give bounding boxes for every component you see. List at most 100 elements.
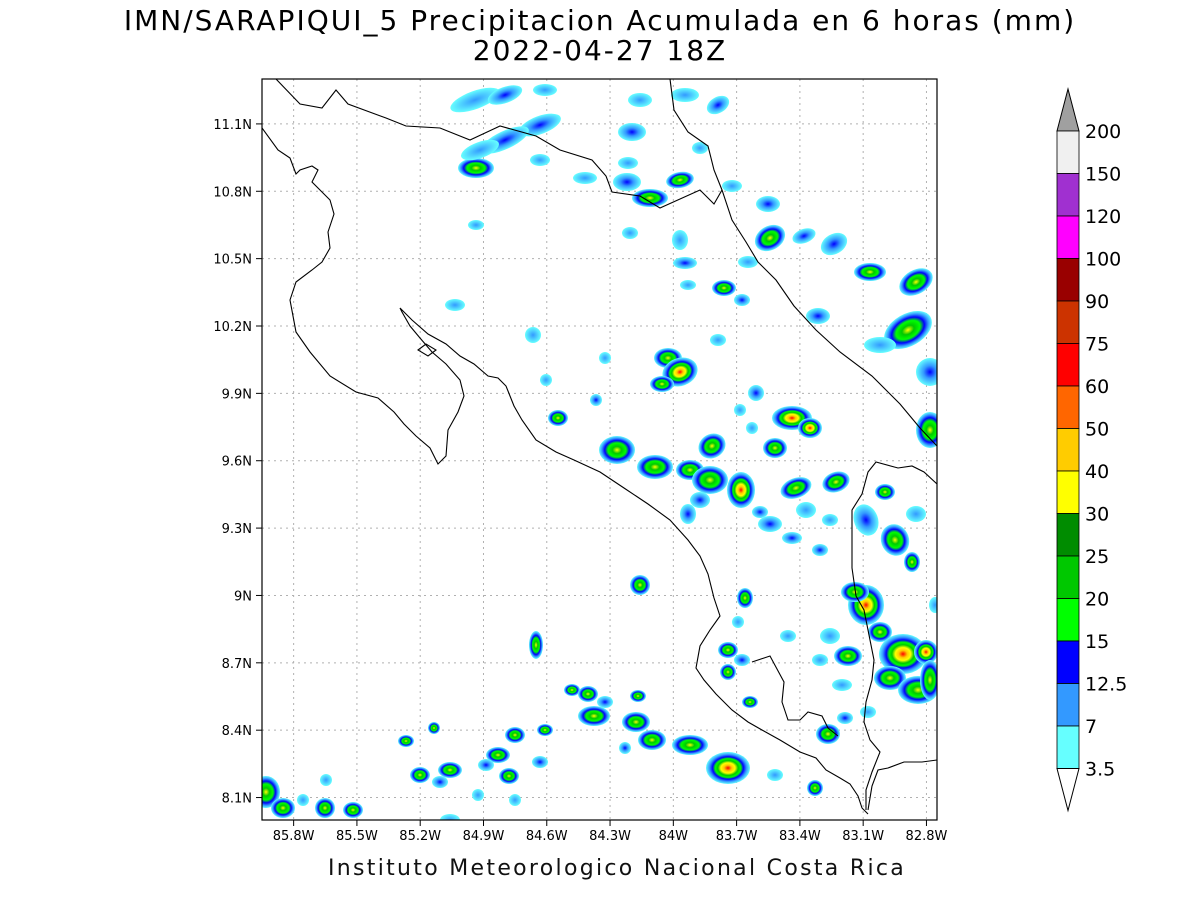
- precipitation-cell: [820, 232, 848, 256]
- precipitation-cell: [343, 802, 363, 818]
- precipitation-cell: [834, 646, 862, 666]
- pacific-nicoya-coast: [262, 127, 869, 815]
- precipitation-cell: [478, 759, 494, 771]
- precipitation-cell: [929, 597, 937, 613]
- lat-tick-label: 10.2N: [213, 320, 252, 335]
- precipitation-cell: [868, 622, 892, 642]
- precipitation-cell: [706, 95, 730, 115]
- precipitation-cell: [590, 394, 602, 406]
- precipitation-cell: [680, 280, 696, 290]
- precipitation-cell: [732, 616, 744, 628]
- precipitation-cell: [916, 358, 937, 386]
- precipitation-cell: [742, 696, 758, 708]
- precipitation-cell: [650, 376, 674, 392]
- precipitation-cell: [638, 730, 666, 750]
- precipitation-cell: [519, 113, 561, 137]
- lon-tick-label: 82.8W: [906, 829, 948, 844]
- colorbar-band: [1056, 598, 1080, 642]
- precipitation-cell: [398, 735, 414, 747]
- precipitation-cell: [796, 502, 816, 518]
- lat-tick-label: 10.8N: [213, 185, 252, 200]
- precipitation-cell: [622, 712, 650, 732]
- lat-tick-label: 9N: [234, 589, 252, 604]
- precipitation-cell: [718, 642, 738, 658]
- precipitation-cell: [767, 769, 783, 781]
- precipitation-cell: [899, 268, 933, 296]
- precipitation-cell: [904, 552, 920, 572]
- precipitation-cell: [734, 654, 750, 666]
- precipitation-cell: [706, 752, 750, 784]
- precipitation-cell: [533, 84, 557, 96]
- precipitation-cell: [672, 735, 708, 755]
- lon-tick-label: 84.6W: [526, 829, 568, 844]
- precipitation-cell: [692, 466, 728, 494]
- precipitation-cell: [780, 630, 796, 642]
- latitude-axis: 11.1N 10.8N 10.5N 10.2N 9.9N 9.6N 9.3N 9N 8.7N 8.…: [213, 118, 262, 807]
- precipitation-cell: [837, 712, 853, 724]
- colorbar-band: [1056, 215, 1080, 259]
- lon-tick-label: 84.3W: [589, 829, 631, 844]
- precipitation-cell: [297, 794, 309, 806]
- precipitation-cell: [879, 634, 927, 674]
- precipitation-cell: [578, 686, 598, 702]
- precipitation-cell: [450, 87, 500, 113]
- lat-tick-label: 8.1N: [222, 792, 252, 807]
- precipitation-cell: [564, 684, 580, 696]
- precipitation-cell: [734, 294, 750, 306]
- colorbar-label: 120: [1085, 206, 1121, 228]
- precipitation-cell: [692, 142, 708, 154]
- colorbar-over-triangle: [1056, 87, 1080, 132]
- precipitation-cell: [914, 640, 937, 664]
- precipitation-cell: [271, 798, 295, 818]
- precipitation-cell: [530, 154, 550, 166]
- lon-tick-label: 83.4W: [779, 829, 821, 844]
- precipitation-cell: [499, 768, 519, 784]
- precipitation-cell: [599, 352, 611, 364]
- coastlines: [262, 79, 937, 815]
- precipitation-cell: [690, 492, 710, 508]
- precipitation-cell: [806, 308, 830, 324]
- precipitation-cell: [822, 514, 838, 526]
- colorbar-band: [1056, 683, 1080, 727]
- precipitation-cell: [748, 385, 764, 401]
- precipitation-cell: [720, 664, 736, 680]
- colorbar-label: 3.5: [1085, 759, 1115, 781]
- precipitation-cell: [853, 504, 879, 536]
- precipitation-cell: [262, 776, 280, 808]
- lon-tick-label: 84.9W: [463, 829, 505, 844]
- nicaragua-costa-rica-border: [275, 79, 723, 209]
- colorbar-label: 7: [1085, 716, 1097, 738]
- precipitation-field: [262, 84, 937, 820]
- colorbar-band: [1056, 428, 1080, 472]
- colorbar-band: [1056, 130, 1080, 174]
- precipitation-cell: [875, 484, 895, 500]
- precipitation-cell: [737, 588, 753, 608]
- lat-tick-label: 9.6N: [222, 455, 252, 470]
- precipitation-cell: [618, 157, 638, 169]
- precipitation-cell: [763, 438, 787, 458]
- colorbar-band: [1056, 258, 1080, 302]
- lat-tick-label: 11.1N: [213, 118, 252, 133]
- precipitation-cell: [578, 706, 610, 726]
- precipitation-cell: [438, 762, 462, 778]
- colorbar-label: 30: [1085, 504, 1109, 526]
- lon-tick-label: 85.8W: [273, 829, 315, 844]
- longitude-axis: 85.8W 85.5W 85.2W 84.9W 84.6W 84.3W 84W 83.7W 83…: [273, 820, 948, 844]
- precipitation-cell: [468, 220, 484, 230]
- colorbar-label: 12.5: [1085, 674, 1127, 696]
- precipitation-cell: [548, 410, 568, 426]
- lat-tick-label: 9.9N: [222, 387, 252, 402]
- osa-golfo-dulce: [751, 655, 839, 737]
- precipitation-cell: [597, 696, 613, 708]
- precipitation-cell: [780, 477, 812, 499]
- panama-border: [851, 461, 937, 621]
- precipitation-cell: [461, 139, 499, 161]
- precipitation-cell: [734, 404, 746, 416]
- map-gridlines: [262, 79, 937, 820]
- precipitation-cell: [860, 706, 876, 718]
- precipitation-cell: [537, 724, 553, 736]
- lat-tick-label: 10.5N: [213, 253, 252, 268]
- precipitation-cell: [505, 727, 525, 743]
- colorbar-label: 150: [1085, 164, 1121, 186]
- colorbar-band: [1056, 725, 1080, 769]
